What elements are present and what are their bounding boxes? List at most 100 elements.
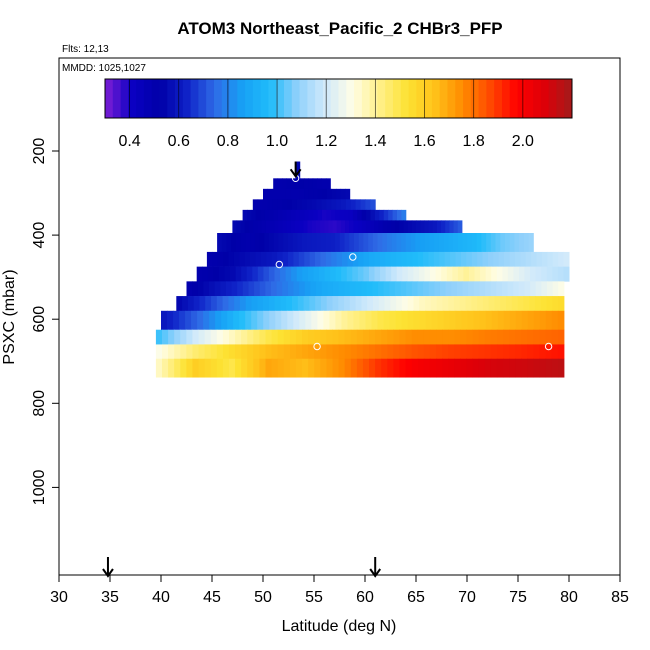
heatmap-cell bbox=[310, 281, 317, 297]
heatmap-cell bbox=[515, 344, 522, 360]
colorbar-cell bbox=[112, 79, 121, 118]
heatmap-cell bbox=[417, 344, 425, 360]
heatmap-cell bbox=[455, 310, 463, 331]
heatmap-cell bbox=[383, 209, 389, 221]
heatmap-cell bbox=[350, 344, 358, 360]
heatmap-cell bbox=[471, 251, 478, 267]
heatmap-cell bbox=[527, 329, 534, 345]
x-tick-label: 55 bbox=[305, 589, 323, 606]
heatmap-cell bbox=[247, 358, 254, 378]
heatmap-cell bbox=[478, 329, 486, 345]
heatmap-cell bbox=[546, 296, 553, 312]
heatmap-cell bbox=[484, 329, 492, 345]
heatmap-cell bbox=[527, 358, 534, 378]
colorbar-cell bbox=[424, 79, 433, 118]
heatmap-cell bbox=[251, 296, 258, 312]
heatmap-cell bbox=[454, 344, 461, 360]
heatmap-cell bbox=[425, 310, 433, 331]
heatmap-cell bbox=[282, 199, 288, 211]
heatmap-cell bbox=[325, 251, 332, 267]
heatmap-cell bbox=[269, 233, 275, 253]
heatmap-cell bbox=[517, 296, 524, 312]
heatmap-cell bbox=[344, 329, 352, 345]
heatmap-cell bbox=[286, 296, 293, 312]
heatmap-cell bbox=[350, 329, 358, 345]
colorbar-cell bbox=[470, 79, 479, 118]
heatmap-cell bbox=[293, 251, 300, 267]
heatmap-cell bbox=[338, 344, 346, 360]
heatmap-cell bbox=[445, 281, 452, 297]
heatmap-cell bbox=[228, 251, 235, 267]
heatmap-cell bbox=[277, 178, 283, 190]
colorbar-cell bbox=[315, 79, 324, 118]
heatmap-cell bbox=[552, 266, 559, 282]
heatmap-cell bbox=[503, 344, 510, 360]
heatmap-cell bbox=[155, 344, 163, 360]
heatmap-cell bbox=[338, 281, 345, 297]
heatmap-cell bbox=[361, 296, 368, 312]
heatmap-cell bbox=[216, 358, 224, 378]
heatmap-cell bbox=[312, 178, 318, 190]
heatmap-cell bbox=[423, 281, 430, 297]
heatmap-cell bbox=[295, 358, 303, 378]
heatmap-cell bbox=[161, 310, 168, 331]
heatmap-cell bbox=[490, 329, 498, 345]
y-tick-label: 800 bbox=[31, 390, 48, 417]
heatmap-cell bbox=[441, 220, 446, 234]
heatmap-cell bbox=[382, 220, 388, 234]
heatmap-cell bbox=[231, 281, 238, 297]
heatmap-cell bbox=[313, 266, 320, 282]
y-tick-label: 400 bbox=[31, 222, 48, 249]
heatmap-cell bbox=[477, 251, 484, 267]
flight-arrow bbox=[102, 557, 114, 578]
heatmap-cell bbox=[217, 251, 224, 267]
heatmap-cell bbox=[441, 266, 448, 282]
heatmap-cell bbox=[315, 220, 321, 234]
heatmap-cell bbox=[308, 188, 314, 200]
heatmap-cell bbox=[533, 344, 541, 360]
heatmap-cell bbox=[563, 266, 570, 282]
heatmap-cell bbox=[363, 266, 370, 282]
colorbar-cell bbox=[486, 79, 495, 118]
heatmap-cell bbox=[345, 188, 351, 200]
heatmap-cell bbox=[254, 233, 261, 253]
heatmap-cell bbox=[424, 220, 430, 234]
heatmap-cell bbox=[509, 310, 517, 331]
heatmap-cell bbox=[320, 251, 327, 267]
heatmap-cell bbox=[226, 233, 232, 253]
heatmap-cell bbox=[328, 220, 334, 234]
heatmap-cell bbox=[263, 296, 270, 312]
colorbar-cell bbox=[229, 79, 238, 118]
heatmap-cell bbox=[198, 344, 206, 360]
heatmap-cell bbox=[317, 209, 323, 221]
heatmap-cell bbox=[449, 310, 457, 331]
heatmap-cell bbox=[547, 281, 554, 297]
colorbar-cell bbox=[299, 79, 308, 118]
heatmap-cell bbox=[349, 296, 357, 312]
colorbar-cell bbox=[143, 79, 153, 118]
heatmap-cell bbox=[385, 266, 392, 282]
heatmap-cell bbox=[344, 296, 351, 312]
heatmap-cell bbox=[425, 296, 432, 312]
heatmap-cell bbox=[275, 310, 282, 331]
heatmap-cell bbox=[216, 296, 224, 312]
heatmap-cell bbox=[247, 209, 252, 221]
heatmap-cell bbox=[539, 310, 547, 331]
heatmap-cell bbox=[255, 251, 262, 267]
heatmap-cell bbox=[374, 251, 381, 267]
heatmap-cell bbox=[423, 344, 431, 360]
heatmap-cell bbox=[192, 344, 200, 360]
colorbar-cell bbox=[354, 79, 363, 118]
heatmap-cell bbox=[321, 209, 327, 221]
heatmap-cell bbox=[344, 233, 350, 253]
heatmap-cell bbox=[496, 329, 504, 345]
heatmap-cell bbox=[295, 178, 301, 190]
heatmap-cell bbox=[294, 188, 300, 200]
heatmap-cell bbox=[192, 358, 200, 378]
heatmap-cell bbox=[299, 281, 306, 297]
heatmap-cell bbox=[235, 266, 242, 282]
y-axis-label: PSXC (mbar) bbox=[1, 269, 18, 364]
heatmap-cell bbox=[297, 296, 305, 312]
heatmap-cell bbox=[297, 233, 303, 253]
heatmap-cell bbox=[204, 358, 212, 378]
